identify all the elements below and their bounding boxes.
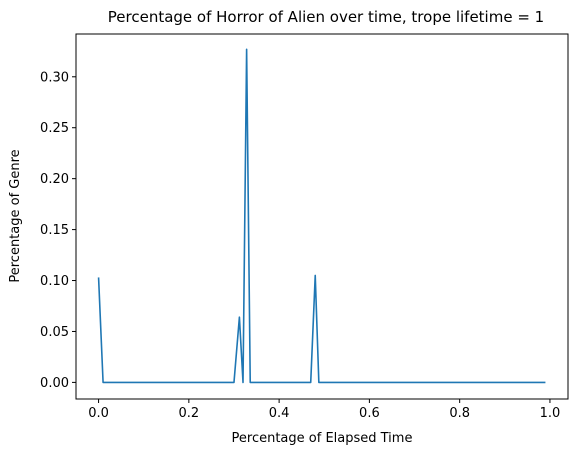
x-tick-label: 0.2 — [179, 406, 200, 421]
y-axis: 0.00 0.05 0.10 0.15 0.20 0.25 0.30 — [40, 70, 76, 391]
plot-frame — [75, 33, 569, 400]
series-line-0 — [97, 48, 546, 384]
x-axis: 0.0 0.2 0.4 0.6 0.8 1.0 — [88, 399, 560, 421]
x-axis-label: Percentage of Elapsed Time — [232, 431, 413, 446]
x-tick-label: 0.6 — [359, 406, 380, 421]
y-tick-label: 0.05 — [40, 325, 69, 340]
x-tick-label: 0.4 — [269, 406, 290, 421]
y-tick-label: 0.25 — [40, 121, 69, 136]
y-tick-label: 0.10 — [40, 274, 69, 289]
chart-title: Percentage of Horror of Alien over time,… — [108, 8, 544, 26]
y-tick-label: 0.15 — [40, 223, 69, 238]
y-tick-label: 0.20 — [40, 172, 69, 187]
x-tick-label: 0.0 — [88, 406, 109, 421]
x-tick-label: 1.0 — [540, 406, 561, 421]
y-axis-label: Percentage of Genre — [8, 149, 23, 282]
y-tick-label: 0.00 — [40, 376, 69, 391]
y-tick-label: 0.30 — [40, 70, 69, 85]
plot-area — [97, 48, 546, 384]
x-tick-label: 0.8 — [449, 406, 470, 421]
